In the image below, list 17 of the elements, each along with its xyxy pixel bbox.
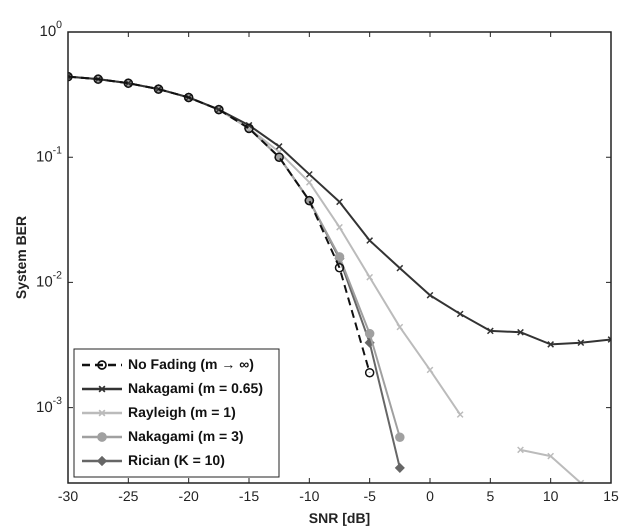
x-tick-label: 0 bbox=[426, 488, 434, 504]
x-tick-label: 5 bbox=[486, 488, 494, 504]
x-tick-label: -5 bbox=[363, 488, 376, 504]
x-axis-title: SNR [dB] bbox=[308, 510, 370, 526]
legend-label: Rayleigh (m = 1) bbox=[128, 404, 236, 420]
x-tick-label: 10 bbox=[542, 488, 559, 504]
legend-label: Rician (K = 10) bbox=[128, 452, 225, 468]
legend-label: Nakagami (m = 0.65) bbox=[128, 380, 264, 396]
x-tick-label: -20 bbox=[178, 488, 199, 504]
x-tick-label: -25 bbox=[118, 488, 139, 504]
legend-label: No Fading (m → ∞) bbox=[128, 356, 254, 372]
x-tick-label: 15 bbox=[603, 488, 619, 504]
x-tick-label: -30 bbox=[58, 488, 78, 504]
legend-label: Nakagami (m = 3) bbox=[128, 428, 244, 444]
x-tick-label: -15 bbox=[238, 488, 260, 504]
y-axis-title: System BER bbox=[12, 216, 29, 300]
x-tick-label: -10 bbox=[299, 488, 320, 504]
